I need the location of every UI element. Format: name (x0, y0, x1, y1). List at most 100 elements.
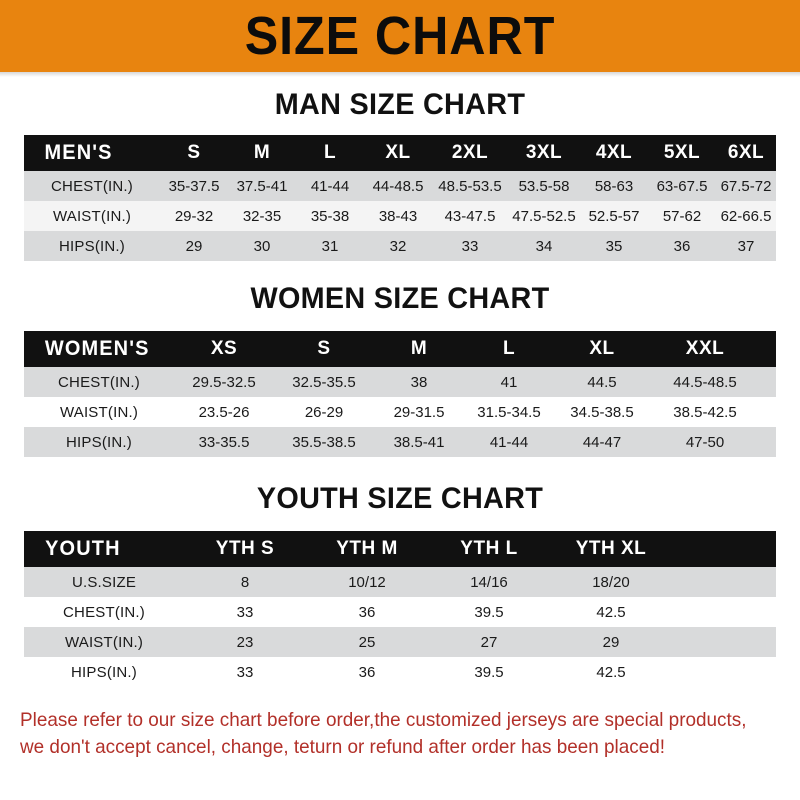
banner-title: SIZE CHART (244, 6, 556, 66)
man-chest-2xl: 48.5-53.5 (438, 177, 502, 195)
man-size-table-block: MEN'S S M L XL 2XL 3XL 4XL 5XL 6XL CHEST… (24, 135, 776, 261)
youth-col-head-s: YTH S (215, 538, 275, 559)
man-hips-xl: 32 (389, 237, 407, 255)
women-chest-xl: 44.5 (587, 373, 617, 391)
man-hips-5xl: 36 (673, 237, 691, 255)
man-waist-3xl: 47.5-52.5 (512, 207, 576, 225)
women-col-head-xl: XL (589, 338, 615, 359)
man-chest-6xl: 67.5-72 (720, 177, 772, 195)
youth-hips-s: 33 (236, 663, 254, 681)
table-row: CHEST(IN.) 35-37.5 37.5-41 41-44 44-48.5… (24, 171, 776, 201)
women-col-head-m: M (410, 338, 428, 359)
youth-header-row: YOUTH YTH S YTH M YTH L YTH XL (24, 531, 776, 567)
youth-hips-xl: 42.5 (596, 663, 626, 681)
youth-ussize-xl: 18/20 (592, 573, 630, 591)
man-size-table: MEN'S S M L XL 2XL 3XL 4XL 5XL 6XL CHEST… (24, 135, 776, 261)
man-waist-2xl: 43-47.5 (444, 207, 496, 225)
man-hips-l: 31 (321, 237, 339, 255)
man-col-head-3xl: 3XL (525, 142, 563, 163)
table-row: WAIST(IN.) 23 25 27 29 (24, 627, 776, 657)
youth-row-label-hips: HIPS(IN.) (71, 663, 137, 681)
table-row: HIPS(IN.) 29 30 31 32 33 34 35 36 37 (24, 231, 776, 261)
youth-col-head-spacer (672, 531, 776, 567)
youth-waist-spacer (672, 627, 776, 657)
youth-col-head-xl: YTH XL (575, 538, 647, 559)
banner-shadow (0, 72, 800, 77)
table-row: CHEST(IN.) 33 36 39.5 42.5 (24, 597, 776, 627)
man-row-label-chest: CHEST(IN.) (51, 177, 133, 195)
man-waist-s: 29-32 (174, 207, 214, 225)
man-hips-2xl: 33 (461, 237, 479, 255)
page-banner: SIZE CHART (0, 0, 800, 72)
youth-waist-m: 25 (358, 633, 376, 651)
table-row: U.S.SIZE 8 10/12 14/16 18/20 (24, 567, 776, 597)
women-waist-xxl: 38.5-42.5 (673, 403, 737, 421)
man-col-head-l: L (323, 142, 337, 163)
women-row-label-chest: CHEST(IN.) (58, 373, 140, 391)
women-header-row: WOMEN'S XS S M L XL XXL (24, 331, 776, 367)
man-col-head-2xl: 2XL (451, 142, 489, 163)
youth-col-head-m: YTH M (336, 538, 398, 559)
footer-disclaimer-line-1: Please refer to our size chart before or… (20, 709, 747, 731)
youth-chest-s: 33 (236, 603, 254, 621)
women-hips-xxl: 47-50 (685, 433, 725, 451)
man-waist-4xl: 52.5-57 (588, 207, 640, 225)
man-chest-l: 41-44 (310, 177, 350, 195)
man-col-head-5xl: 5XL (663, 142, 701, 163)
youth-size-table-block: YOUTH YTH S YTH M YTH L YTH XL U.S.SIZE … (24, 531, 776, 687)
youth-hips-m: 36 (358, 663, 376, 681)
women-waist-s: 26-29 (304, 403, 344, 421)
man-hips-4xl: 35 (605, 237, 623, 255)
women-hips-xs: 33-35.5 (198, 433, 250, 451)
youth-hips-spacer (672, 657, 776, 687)
man-chest-xl: 44-48.5 (372, 177, 424, 195)
youth-ussize-l: 14/16 (470, 573, 508, 591)
youth-ussize-s: 8 (240, 573, 250, 591)
women-row-label-waist: WAIST(IN.) (59, 403, 139, 421)
women-corner-label: WOMEN'S (44, 337, 150, 360)
man-waist-xl: 38-43 (378, 207, 418, 225)
youth-chest-xl: 42.5 (596, 603, 626, 621)
table-row: WAIST(IN.) 23.5-26 26-29 29-31.5 31.5-34… (24, 397, 776, 427)
women-col-head-s: S (317, 338, 331, 359)
man-hips-s: 29 (185, 237, 203, 255)
women-chest-xs: 29.5-32.5 (192, 373, 256, 391)
man-waist-l: 35-38 (310, 207, 350, 225)
man-chest-5xl: 63-67.5 (656, 177, 708, 195)
footer-disclaimer: Please refer to our size chart before or… (20, 707, 757, 761)
table-row: WAIST(IN.) 29-32 32-35 35-38 38-43 43-47… (24, 201, 776, 231)
man-waist-m: 32-35 (242, 207, 282, 225)
women-row-label-hips: HIPS(IN.) (66, 433, 132, 451)
man-col-head-s: S (187, 142, 201, 163)
women-chest-m: 38 (410, 373, 428, 391)
youth-waist-s: 23 (236, 633, 254, 651)
youth-ussize-m: 10/12 (348, 573, 386, 591)
youth-waist-xl: 29 (602, 633, 620, 651)
man-waist-6xl: 62-66.5 (720, 207, 772, 225)
man-waist-5xl: 57-62 (662, 207, 702, 225)
man-hips-6xl: 37 (737, 237, 755, 255)
women-chest-spacer (760, 367, 776, 397)
man-corner-label: MEN'S (44, 141, 113, 164)
women-hips-xl: 44-47 (582, 433, 622, 451)
youth-col-head-l: YTH L (460, 538, 518, 559)
table-row: HIPS(IN.) 33 36 39.5 42.5 (24, 657, 776, 687)
man-chest-s: 35-37.5 (168, 177, 220, 195)
youth-size-table: YOUTH YTH S YTH M YTH L YTH XL U.S.SIZE … (24, 531, 776, 687)
youth-row-label-ussize: U.S.SIZE (71, 573, 137, 591)
women-waist-m: 29-31.5 (393, 403, 445, 421)
youth-waist-l: 27 (480, 633, 498, 651)
women-col-head-xs: XS (210, 338, 238, 359)
man-row-label-hips: HIPS(IN.) (59, 237, 125, 255)
man-chest-4xl: 58-63 (594, 177, 634, 195)
man-section-title: MAN SIZE CHART (274, 88, 526, 121)
women-hips-l: 41-44 (489, 433, 529, 451)
man-col-head-4xl: 4XL (595, 142, 633, 163)
man-chest-3xl: 53.5-58 (518, 177, 570, 195)
table-row: HIPS(IN.) 33-35.5 35.5-38.5 38.5-41 41-4… (24, 427, 776, 457)
youth-chest-l: 39.5 (474, 603, 504, 621)
women-section-title: WOMEN SIZE CHART (250, 282, 550, 315)
man-row-label-waist: WAIST(IN.) (52, 207, 132, 225)
youth-chest-spacer (672, 597, 776, 627)
